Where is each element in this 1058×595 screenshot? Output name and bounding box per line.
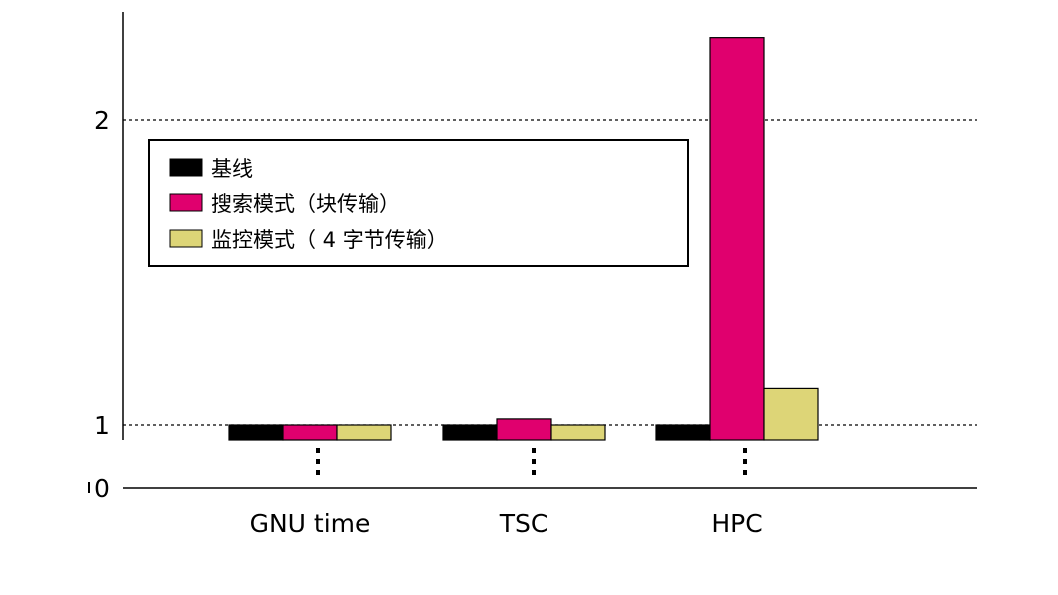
break-dot-2-1 [532, 448, 536, 453]
bar-2-3 [550, 424, 606, 441]
break-dot-3-3 [743, 470, 747, 475]
y-tick-label-2: 2 [94, 106, 110, 135]
x-category-label: TSC [499, 509, 549, 538]
bar-3-1 [655, 424, 711, 441]
bar-1-1 [228, 424, 284, 441]
legend-box [148, 139, 689, 267]
y-tick-labels: 0 1 2 [94, 106, 110, 503]
legend-label-3: 监控模式（ 4 字节传输） [211, 228, 448, 252]
y-axis-stub [88, 482, 90, 493]
x-category-label: HPC [711, 509, 762, 538]
break-dot-1-3 [316, 470, 320, 475]
legend-swatch-1 [169, 158, 203, 177]
break-dot-3-2 [743, 459, 747, 464]
break-dot-3-1 [743, 448, 747, 453]
bar-1-2 [282, 424, 338, 441]
break-dot-2-2 [532, 459, 536, 464]
legend-label-1: 基线 [211, 157, 253, 181]
legend-swatch-2 [169, 193, 203, 212]
bar-3-2 [709, 37, 765, 441]
legend-label-2: 搜索模式（块传输） [211, 192, 400, 216]
y-tick-label-0: 0 [94, 474, 110, 503]
break-dot-1-1 [316, 448, 320, 453]
bar-3-3 [763, 387, 819, 441]
y-tick-label-1: 1 [94, 411, 110, 440]
legend-swatch-3 [169, 229, 203, 248]
bar-2-1 [442, 424, 498, 441]
bar-2-2 [496, 418, 552, 441]
break-dot-2-3 [532, 470, 536, 475]
x-category-labels: GNU time TSC HPC [250, 509, 763, 538]
break-dot-1-2 [316, 459, 320, 464]
x-category-label: GNU time [250, 509, 371, 538]
bars-group [228, 37, 819, 475]
axes [88, 12, 977, 493]
bar-1-3 [336, 424, 392, 441]
